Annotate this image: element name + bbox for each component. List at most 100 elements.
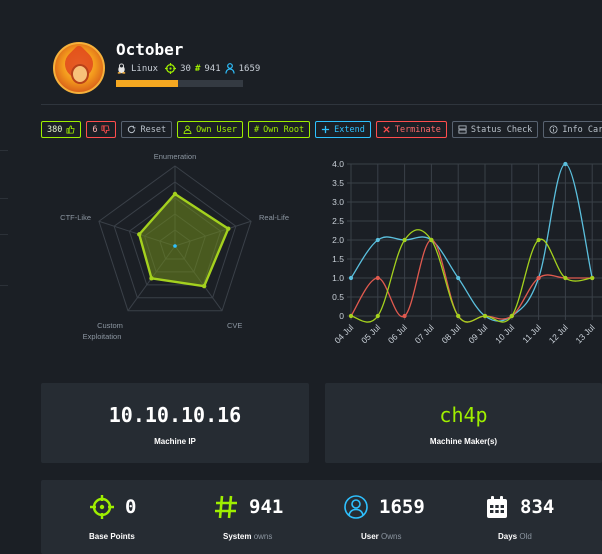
system-owns-value: 941: [249, 496, 284, 518]
y-tick-label: 3.0: [332, 197, 344, 207]
terminate-label: Terminate: [394, 124, 441, 135]
user-icon: [225, 63, 235, 74]
user-owns-label: User: [361, 532, 379, 541]
line-point: [348, 275, 354, 281]
target-icon: [165, 63, 177, 74]
ownership-progress-bar: [116, 80, 243, 87]
thumbs-up-icon: [66, 125, 75, 134]
days-old-stat: 834 Days Old: [484, 494, 594, 541]
edge-divider: [0, 285, 8, 286]
machine-stats-card: 0 Base Points 941 System owns 1659 User …: [41, 480, 602, 554]
radar-point: [226, 226, 231, 231]
line-series-2: [350, 239, 593, 323]
server-icon: [458, 125, 467, 134]
line-point: [509, 313, 514, 319]
y-tick-label: 3.5: [332, 178, 344, 188]
line-point: [536, 237, 541, 243]
system-owns-stat: 941 System owns: [213, 494, 323, 541]
line-series-1: [350, 163, 593, 322]
radar-points: [137, 191, 231, 289]
like-button[interactable]: 380: [41, 121, 82, 138]
y-tick-label: 0.5: [332, 292, 344, 302]
days-old-label: Days: [498, 532, 518, 541]
terminate-button[interactable]: Terminate: [375, 121, 447, 138]
info-icon: [549, 125, 558, 134]
radar-grid-ring: [98, 165, 252, 312]
dislike-button[interactable]: 6: [86, 121, 117, 138]
line-point: [563, 161, 568, 167]
own-root-label: Own Root: [263, 124, 305, 135]
line-point: [375, 313, 380, 319]
edge-divider: [0, 234, 8, 235]
own-root-button[interactable]: # Own Root: [248, 121, 311, 138]
y-tick-label: 2.5: [332, 216, 344, 226]
reset-label: Reset: [140, 124, 167, 135]
dislike-count: 6: [92, 124, 98, 135]
system-owns-suffix: owns: [253, 532, 273, 541]
radar-data-shape: [137, 192, 230, 288]
machine-ip-label: Machine IP: [154, 437, 196, 446]
crosshair-icon: [90, 495, 114, 519]
user-circle-icon: [344, 495, 368, 519]
thumbs-down-icon: [101, 125, 111, 134]
line-point: [456, 275, 461, 281]
days-old-value: 834: [520, 496, 555, 518]
machine-points: 30: [180, 63, 191, 74]
info-card-button[interactable]: Info Card: [543, 121, 602, 138]
hash-icon: #: [194, 63, 201, 74]
machine-meta: Linux 30 # 941 1659: [116, 63, 260, 74]
line-point: [563, 275, 568, 281]
x-tick-label: 12 Jul: [547, 322, 570, 345]
system-owns-count: 941: [204, 63, 221, 74]
line-chart-grid: [347, 163, 602, 320]
close-icon: [383, 126, 390, 133]
user-owns-suffix: Owns: [381, 532, 402, 541]
hash-icon: [215, 495, 237, 519]
machine-maker-name[interactable]: ch4p: [439, 403, 488, 427]
edge-divider: [0, 198, 8, 199]
machine-name: October: [116, 40, 184, 59]
y-tick-label: 1.0: [332, 273, 344, 283]
line-point: [375, 275, 380, 281]
line-point: [536, 275, 541, 281]
machine-avatar: [53, 42, 105, 94]
status-check-button[interactable]: Status Check: [451, 121, 539, 138]
radar-grid-ring: [113, 181, 237, 299]
action-toolbar: 380 6 Reset Own User # Own Root Extend T…: [41, 121, 602, 138]
linux-icon: [117, 63, 126, 74]
radar-label-custom: Custom: [97, 321, 123, 330]
base-points-stat: 0 Base Points: [89, 494, 199, 541]
x-tick-label: 09 Jul: [466, 322, 489, 345]
x-tick-label: 11 Jul: [520, 322, 543, 345]
base-points-value: 0: [125, 496, 137, 518]
machine-ip[interactable]: 10.10.10.16: [108, 403, 242, 427]
extend-button[interactable]: Extend: [315, 121, 371, 138]
hash-icon: #: [254, 124, 260, 135]
y-tick-label: 0: [339, 311, 344, 321]
activity-line-chart: 0 0.5 1.0 1.5 2.0 2.5 3.0 3.5 4.0 04 Jul 05 Jul 06 …: [332, 159, 602, 345]
own-user-button[interactable]: Own User: [177, 121, 244, 138]
radar-point: [137, 232, 142, 237]
line-point: [402, 237, 407, 243]
days-old-suffix: Old: [519, 532, 532, 541]
radar-label-real-life: Real-Life: [259, 213, 289, 222]
status-check-label: Status Check: [470, 124, 533, 135]
user-owns-count: 1659: [238, 63, 261, 74]
y-tick-label: 2.0: [332, 235, 344, 245]
refresh-icon: [128, 125, 136, 134]
edge-divider: [0, 150, 8, 151]
skills-radar-chart: Enumeration Real-Life CVE Custom Exploit…: [60, 152, 289, 341]
radar-point: [149, 276, 154, 281]
x-tick-label: 10 Jul: [493, 322, 516, 345]
line-point: [590, 275, 595, 281]
reset-button[interactable]: Reset: [121, 121, 173, 138]
machine-header: October Linux 30 # 941 1659: [41, 38, 602, 102]
machine-maker-label: Machine Maker(s): [429, 437, 498, 446]
header-divider: [41, 104, 602, 105]
info-card-label: Info Card: [562, 124, 602, 135]
x-tick-label: 08 Jul: [440, 322, 463, 345]
extend-label: Extend: [334, 124, 365, 135]
line-point: [429, 237, 434, 243]
system-owns-label: System: [223, 532, 252, 541]
radar-label-enumeration: Enumeration: [154, 152, 197, 161]
